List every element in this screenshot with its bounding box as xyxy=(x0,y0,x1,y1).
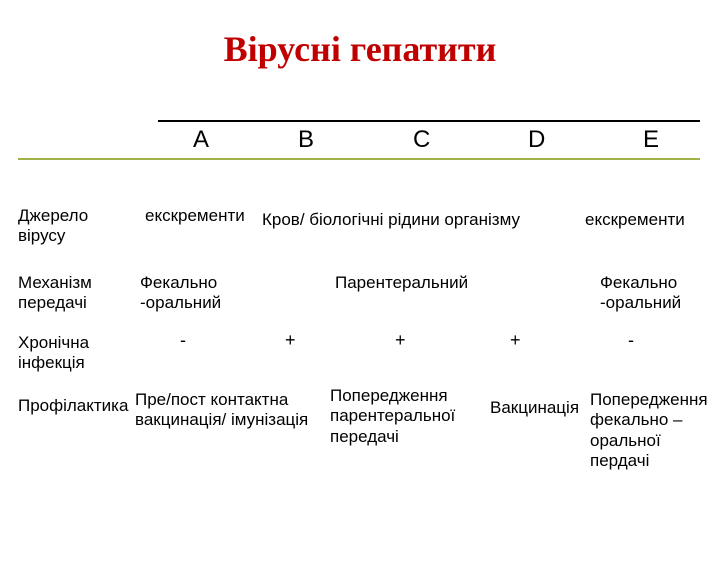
cell-chronic-B: + xyxy=(285,330,296,351)
row-label-chronic: Хронічна інфекція xyxy=(18,333,89,374)
col-header-C: C xyxy=(413,126,430,154)
row-label-mechanism: Механізм передачі xyxy=(18,273,92,314)
cell-chronic-E: - xyxy=(628,330,634,351)
cell-mechanism-E: Фекально -оральний xyxy=(600,273,681,314)
cell-source-A: екскременти xyxy=(145,206,245,226)
cell-prophylaxis-D: Вакцинація xyxy=(490,398,579,418)
col-header-A: A xyxy=(193,126,209,154)
cell-source-BCD: Кров/ біологічні рідини організму xyxy=(262,210,520,230)
header-row: A B C D E xyxy=(18,120,710,160)
cell-prophylaxis-E: Попередження фекально – оральної пердачі xyxy=(590,390,708,472)
cell-mechanism-A: Фекально -оральний xyxy=(140,273,221,314)
table: A B C D E xyxy=(18,120,710,160)
col-header-B: B xyxy=(298,126,314,154)
cell-prophylaxis-AB: Пре/пост контактна вакцинація/ імунізаці… xyxy=(135,390,308,431)
col-header-D: D xyxy=(528,126,545,154)
header-bottom-line xyxy=(18,158,700,160)
cell-chronic-C: + xyxy=(395,330,406,351)
cell-source-E: екскременти xyxy=(585,210,685,230)
cell-chronic-A: - xyxy=(180,330,186,351)
cell-prophylaxis-C: Попередження парентеральної передачі xyxy=(330,386,455,447)
cell-mechanism-BCD: Парентеральний xyxy=(335,273,468,293)
col-header-E: E xyxy=(643,126,659,154)
row-label-prophylaxis: Профілактика xyxy=(18,396,128,416)
row-label-source: Джерело вірусу xyxy=(18,206,88,247)
cell-chronic-D: + xyxy=(510,330,521,351)
header-top-line xyxy=(158,120,700,122)
page-title: Вірусні гепатити xyxy=(0,28,720,70)
